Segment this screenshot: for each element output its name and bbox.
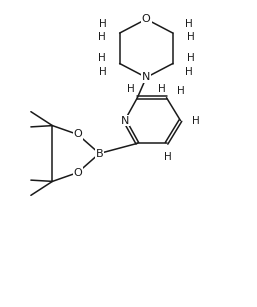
Text: H: H [158, 84, 165, 94]
Text: N: N [121, 115, 129, 126]
Text: O: O [74, 168, 82, 177]
Text: H: H [187, 32, 195, 42]
Text: H: H [99, 67, 107, 77]
Text: H: H [186, 19, 193, 29]
Text: N: N [142, 72, 150, 83]
Text: H: H [127, 84, 135, 94]
Text: H: H [164, 152, 172, 162]
Text: H: H [187, 53, 195, 64]
Text: H: H [192, 115, 199, 126]
Text: O: O [74, 130, 82, 139]
Text: O: O [142, 14, 151, 24]
Text: H: H [186, 67, 193, 77]
Text: B: B [96, 149, 103, 158]
Text: H: H [99, 19, 107, 29]
Text: H: H [98, 32, 106, 42]
Text: H: H [98, 53, 106, 64]
Text: H: H [177, 86, 184, 96]
